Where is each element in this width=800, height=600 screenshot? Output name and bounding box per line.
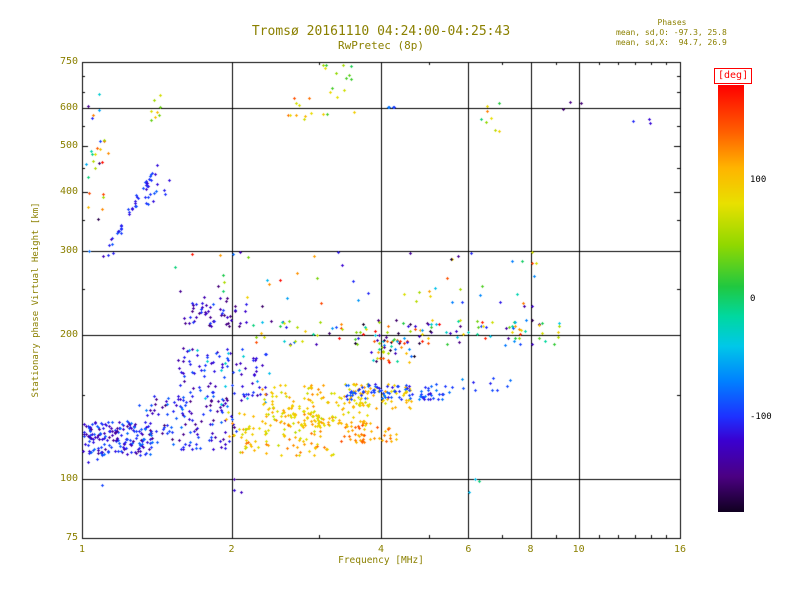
- x-tick-label: 10: [572, 544, 585, 555]
- colorbar-unit-label: [deg]: [714, 68, 753, 84]
- colorbar-gradient: [718, 85, 744, 512]
- plot-subtitle: RwPretec (8p): [337, 39, 425, 52]
- x-tick-label: 2: [228, 544, 235, 555]
- y-axis-label: Stationary phase Virtual Height [km]: [31, 202, 41, 398]
- x-tick-label: 6: [465, 544, 472, 555]
- x-tick-label: 8: [527, 544, 534, 555]
- y-tick-label: 300: [59, 245, 78, 257]
- plot-title: Tromsø 20161110 04:24:00-04:25:43: [251, 24, 511, 39]
- y-tick-label: 750: [59, 56, 78, 67]
- phase-stats-o-mode: mean, sd,O: -97.3, 25.8: [616, 28, 727, 37]
- x-tick-label: 4: [377, 544, 385, 555]
- y-tick-label: 400: [59, 185, 78, 197]
- colorbar-tick-label: 100: [750, 174, 767, 185]
- y-tick-label: 100: [59, 472, 78, 484]
- x-tick-label: 16: [673, 544, 687, 555]
- phase-stats-title: Phases: [657, 18, 687, 27]
- y-tick-label: 500: [59, 139, 78, 151]
- y-tick-label: 75: [65, 532, 78, 543]
- x-axis-label: Frequency [MHz]: [338, 555, 424, 566]
- y-tick-label: 600: [59, 102, 78, 114]
- colorbar-tick-label: -100: [750, 412, 772, 423]
- phase-stats-x-mode: mean, sd,X: 94.7, 26.9: [616, 38, 727, 47]
- x-tick-label: 1: [78, 544, 86, 555]
- colorbar-tick-label: 0: [750, 293, 756, 304]
- phase-stats-block: Phases mean, sd,O: -97.3, 25.8 mean, sd,…: [616, 18, 728, 48]
- y-tick-label: 200: [59, 329, 78, 341]
